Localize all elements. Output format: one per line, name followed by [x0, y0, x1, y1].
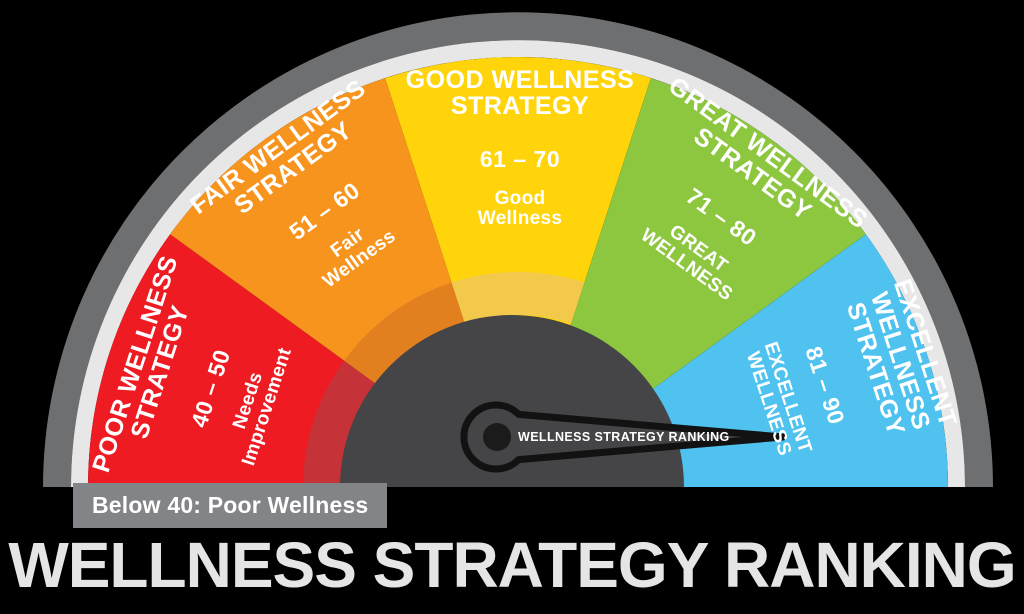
- page-title: WELLNESS STRATEGY RANKING: [8, 529, 1016, 601]
- gauge-shade-band-fair: [344, 282, 465, 386]
- gauge-needle-pivot-dot: [483, 423, 511, 451]
- gauge-needle: [460, 401, 787, 473]
- gauge-shade-band-good: [451, 271, 585, 324]
- below-40-note: Below 40: Poor Wellness: [73, 483, 388, 528]
- gauge-shade-band-poor: [303, 360, 379, 487]
- needle-caption: WELLNESS STRATEGY RANKING: [518, 430, 730, 444]
